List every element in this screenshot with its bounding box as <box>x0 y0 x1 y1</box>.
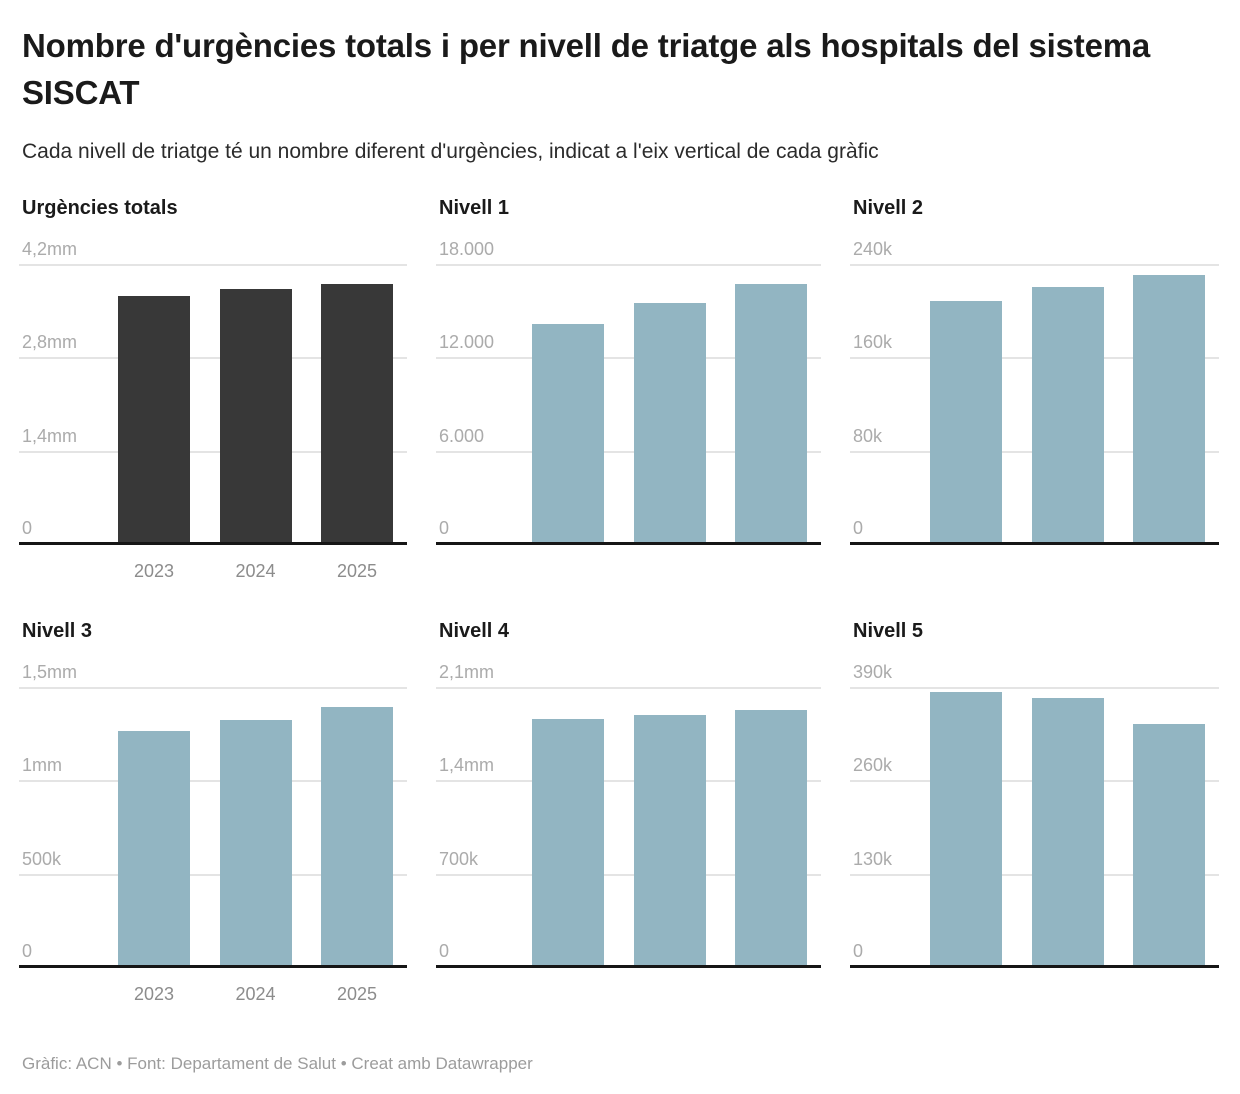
x-axis-line <box>19 542 407 545</box>
gridline <box>19 264 407 266</box>
y-tick-label: 0 <box>22 941 33 961</box>
page-title: Nombre d'urgències totals i per nivell d… <box>22 27 1151 111</box>
plot-area: 0 1,4mm 2,8mm 4,2mm 2023 2024 2025 <box>19 240 407 580</box>
y-tick-label: 390k <box>853 662 893 682</box>
bar-2025 <box>321 707 393 965</box>
y-tick-label: 80k <box>853 426 883 446</box>
x-axis-line <box>850 542 1219 545</box>
bar-2023 <box>118 731 190 965</box>
gridline <box>436 357 821 359</box>
chart-title: Nivell 1 <box>439 197 510 219</box>
x-axis-line <box>436 542 821 545</box>
gridline <box>19 874 407 876</box>
y-tick-label: 1,4mm <box>22 426 78 446</box>
bar-2024 <box>633 302 706 542</box>
chart-nivell-1: Nivell 1 0 6.000 12.000 18.000 <box>436 196 821 585</box>
y-tick-label: 500k <box>22 849 62 869</box>
bar-2023 <box>930 691 1002 965</box>
bar-2023 <box>930 300 1002 542</box>
bar-2025 <box>735 284 807 542</box>
gridline <box>436 451 821 453</box>
y-tick-label: 160k <box>853 332 893 352</box>
chart-nivell-4: Nivell 4 0 700k 1,4mm 2,1mm <box>436 619 821 1008</box>
gridline <box>19 687 407 689</box>
bar-2025 <box>321 284 393 542</box>
chart-nivell-2: Nivell 2 0 80k 160k 240k <box>850 196 1219 585</box>
y-tick-label: 2,8mm <box>22 332 78 352</box>
y-tick-label: 240k <box>853 239 893 259</box>
bar-2024 <box>633 715 706 965</box>
plot-area: 0 130k 260k 390k <box>850 663 1219 968</box>
bar-2023 <box>118 296 190 542</box>
y-tick-label: 0 <box>853 941 864 961</box>
x-tick-label: 2023 <box>133 561 175 581</box>
gridline <box>19 357 407 359</box>
y-tick-label: 18.000 <box>439 239 495 259</box>
plot-area: 0 6.000 12.000 18.000 <box>436 240 821 545</box>
y-tick-label: 4,2mm <box>22 239 78 259</box>
plot-area: 0 80k 160k 240k <box>850 240 1219 545</box>
y-tick-label: 2,1mm <box>439 662 495 682</box>
gridline <box>436 780 821 782</box>
chart-title: Nivell 2 <box>853 197 924 219</box>
gridline <box>850 264 1219 266</box>
chart-title: Nivell 4 <box>439 620 510 642</box>
gridline <box>850 687 1219 689</box>
x-tick-label: 2025 <box>336 984 378 1004</box>
chart-title: Nivell 5 <box>853 620 924 642</box>
bar-2025 <box>1133 723 1205 965</box>
y-tick-label: 700k <box>439 849 479 869</box>
y-tick-label: 1,4mm <box>439 755 495 775</box>
y-tick-label: 6.000 <box>439 426 485 446</box>
y-tick-label: 0 <box>853 518 864 538</box>
x-tick-label: 2023 <box>133 984 175 1004</box>
x-tick-label: 2025 <box>336 561 378 581</box>
x-axis-line <box>850 965 1219 968</box>
chart-urg-ncies-totals: Urgències totals 0 1,4mm 2,8mm 4,2mm 2023 2024… <box>19 196 407 585</box>
x-tick-label: 2024 <box>235 561 276 581</box>
page-subtitle: Cada nivell de triatge té un nombre dife… <box>22 140 879 163</box>
bar-2025 <box>735 710 807 965</box>
chart-nivell-3: Nivell 3 0 500k 1mm 1,5mm 2023 2024 2025 <box>19 619 407 1008</box>
gridline <box>19 451 407 453</box>
footer-credit: Gràfic: ACN • Font: Departament de Salut… <box>22 1054 533 1073</box>
bar-2024 <box>1031 697 1104 965</box>
plot-area: 0 700k 1,4mm 2,1mm <box>436 663 821 968</box>
chart-title: Urgències totals <box>22 197 178 219</box>
bar-2024 <box>219 720 292 965</box>
plot-area: 0 500k 1mm 1,5mm 2023 2024 2025 <box>19 663 407 1003</box>
charts-grid: Urgències totals 0 1,4mm 2,8mm 4,2mm 2023 2024… <box>19 196 1219 1008</box>
bar-2025 <box>1133 275 1205 542</box>
bar-2024 <box>219 289 292 542</box>
gridline <box>19 780 407 782</box>
y-tick-label: 0 <box>22 518 33 538</box>
gridline <box>436 264 821 266</box>
y-tick-label: 12.000 <box>439 332 495 352</box>
y-tick-label: 1,5mm <box>22 662 78 682</box>
y-tick-label: 260k <box>853 755 893 775</box>
x-axis-line <box>436 965 821 968</box>
y-tick-label: 0 <box>439 941 450 961</box>
bar-2023 <box>532 719 604 965</box>
y-tick-label: 0 <box>439 518 450 538</box>
x-axis-line <box>19 965 407 968</box>
bar-2024 <box>1031 286 1104 542</box>
gridline <box>436 874 821 876</box>
x-tick-label: 2024 <box>235 984 276 1004</box>
chart-nivell-5: Nivell 5 0 130k 260k 390k <box>850 619 1219 1008</box>
gridline <box>436 687 821 689</box>
y-tick-label: 1mm <box>22 755 62 775</box>
bar-2023 <box>532 324 604 542</box>
y-tick-label: 130k <box>853 849 893 869</box>
chart-title: Nivell 3 <box>22 620 93 642</box>
